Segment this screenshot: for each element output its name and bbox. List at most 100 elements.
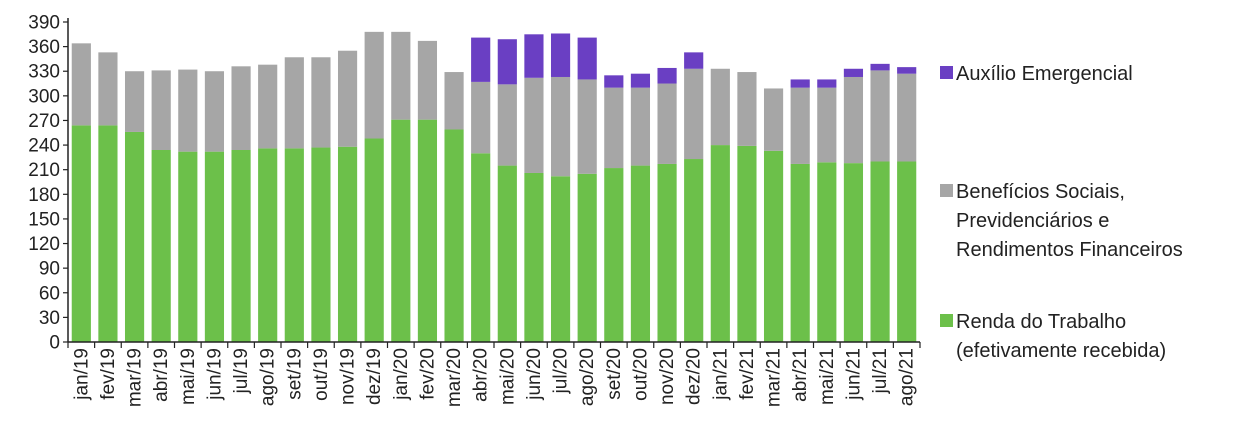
bar-segment-s0-14 (444, 129, 464, 342)
bar-segment-s1-23 (684, 68, 704, 160)
x-tick-label: fev/19 (98, 348, 119, 400)
bar-segment-s1-10 (337, 50, 358, 147)
legend-swatch-2 (940, 314, 953, 327)
bar-segment-s1-19 (577, 79, 597, 174)
y-tick-label: 210 (28, 160, 60, 181)
bar-segment-s2-27 (790, 79, 810, 88)
bar-segment-s0-16 (497, 165, 517, 342)
x-tick-label: ago/19 (258, 348, 279, 406)
bar-segment-s0-28 (817, 162, 837, 342)
bar-segment-s0-9 (311, 147, 331, 342)
x-tick-label: ago/20 (577, 348, 598, 406)
bar-segment-s1-4 (178, 69, 198, 152)
bar-segment-s0-2 (124, 131, 145, 342)
bar-segment-s2-30 (870, 63, 890, 71)
bar-segment-s1-3 (151, 70, 171, 150)
bar-segment-s0-26 (763, 150, 784, 342)
y-tick-label: 150 (28, 209, 60, 230)
bar-segment-s2-29 (843, 68, 864, 77)
bar-segment-s0-27 (790, 163, 810, 342)
bar-segment-s0-10 (337, 146, 358, 342)
bar-segment-s0-15 (471, 153, 491, 342)
y-tick-label: 30 (39, 308, 60, 329)
y-tick-label: 120 (28, 234, 60, 255)
bar-segment-s1-26 (763, 88, 784, 151)
bar-segment-s1-25 (737, 72, 757, 146)
bar-segment-s0-6 (231, 150, 251, 342)
bar-segment-s1-11 (364, 31, 384, 139)
y-tick-label: 330 (28, 62, 60, 83)
bar-segment-s1-8 (284, 57, 304, 149)
bar-segment-s0-23 (684, 159, 704, 342)
x-tick-label: set/20 (604, 348, 625, 400)
bar-segment-s0-0 (71, 125, 91, 342)
bar-segment-s0-11 (364, 138, 384, 342)
x-tick-label: fev/21 (737, 348, 758, 400)
x-tick-label: ago/21 (897, 348, 918, 406)
bar-segment-s1-29 (843, 76, 864, 164)
y-tick-label: 390 (28, 13, 60, 34)
x-tick-label: mar/20 (444, 348, 465, 407)
bar-segment-s0-8 (284, 148, 304, 342)
bar-segment-s2-16 (497, 39, 517, 85)
bar-segment-s1-9 (311, 57, 331, 148)
x-tick-label: dez/19 (364, 348, 385, 405)
bar-segment-s0-30 (870, 161, 890, 342)
x-tick-label: out/19 (311, 348, 332, 401)
bar-segment-s1-2 (124, 71, 145, 132)
bar-segment-s1-24 (710, 68, 730, 146)
legend-label-1: Previdenciários e (956, 210, 1109, 232)
bar-segment-s1-21 (630, 87, 651, 166)
y-tick-label: 300 (28, 86, 60, 107)
y-tick-label: 240 (28, 136, 60, 157)
bar-segment-s0-25 (737, 145, 757, 342)
bar-segment-s1-30 (870, 70, 890, 162)
legend-label-2: Renda do Trabalho (956, 311, 1126, 333)
legend-label-0: Auxílio Emergencial (956, 63, 1133, 85)
y-tick-label: 270 (28, 111, 60, 132)
bar-segment-s1-0 (71, 43, 91, 126)
bar-segment-s2-28 (817, 79, 837, 88)
bar-segment-s1-17 (524, 77, 544, 173)
bar-segment-s0-24 (710, 145, 730, 342)
legend-label-1: Rendimentos Financeiros (956, 239, 1183, 261)
bar-segment-s0-1 (98, 125, 118, 342)
bar-segment-s0-22 (657, 163, 677, 342)
bar-segment-s2-31 (897, 67, 917, 74)
bar-segment-s0-31 (897, 161, 917, 342)
bar-segment-s2-22 (657, 67, 677, 84)
bar-segment-s1-16 (497, 84, 517, 166)
bar-segment-s2-15 (471, 37, 491, 82)
legend: Auxílio Emergencial Benefícios Sociais, Pr… (940, 63, 1183, 362)
bar-segment-s0-7 (258, 148, 278, 342)
bar-segment-s1-5 (204, 71, 225, 152)
bar-segment-s2-19 (577, 37, 597, 80)
y-tick-label: 360 (28, 37, 60, 58)
x-tick-label: mar/19 (125, 348, 146, 407)
bar-segment-s0-3 (151, 150, 171, 342)
x-tick-label: mai/19 (178, 348, 199, 405)
legend-swatch-1 (940, 184, 953, 197)
bar-segment-s1-22 (657, 83, 677, 164)
y-tick-label: 180 (28, 185, 60, 206)
x-tick-label: jun/21 (843, 348, 864, 401)
bars-layer (71, 31, 917, 342)
legend-label-2: (efetivamente recebida) (956, 340, 1166, 362)
x-tick-label: jan/21 (710, 348, 731, 401)
bar-segment-s1-18 (550, 76, 571, 177)
bar-segment-s1-12 (391, 31, 411, 120)
x-tick-label: jul/20 (551, 348, 572, 394)
bar-segment-s0-18 (550, 176, 571, 342)
x-tick-label: set/19 (284, 348, 305, 400)
bar-segment-s0-21 (630, 165, 651, 342)
bar-segment-s2-21 (630, 73, 651, 88)
x-tick-label: jul/21 (870, 348, 891, 394)
bar-segment-s1-14 (444, 72, 464, 130)
x-tick-label: nov/20 (657, 348, 678, 405)
x-tick-label: dez/20 (684, 348, 705, 405)
x-tick-label: jun/19 (204, 348, 225, 401)
bar-segment-s1-13 (417, 40, 438, 120)
y-tick-label: 60 (39, 283, 60, 304)
x-tick-label: fev/20 (417, 348, 438, 400)
